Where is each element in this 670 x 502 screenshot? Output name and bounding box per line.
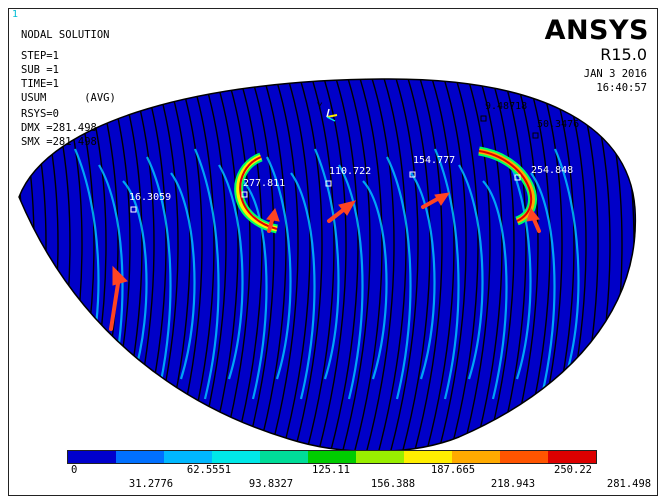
- legend-band-3: [164, 451, 212, 463]
- legend-band-9: [452, 451, 500, 463]
- legend-band-5: [260, 451, 308, 463]
- version-label: R15.0: [600, 45, 647, 64]
- arrow-markers: [109, 192, 541, 331]
- legend-tick-top-4: 187.665: [430, 464, 476, 476]
- legend-band-6: [308, 451, 356, 463]
- legend-band-2: [116, 451, 164, 463]
- dmx-text: DMX =281.498: [21, 122, 97, 134]
- solution-title: NODAL SOLUTION: [21, 29, 110, 41]
- sub-text: SUB =1: [21, 64, 59, 76]
- date-stamp: JAN 3 2016: [583, 68, 647, 80]
- legend-band-10: [500, 451, 548, 463]
- legend-tick-bottom-4: 218.943: [490, 478, 536, 490]
- legend-tick-bottom-3: 156.388: [370, 478, 416, 490]
- legend-tick-top-2: 62.5551: [186, 464, 232, 476]
- legend-tick-bottom-5: 281.498: [606, 478, 652, 490]
- coordinate-triad: Y: [317, 102, 338, 122]
- usum-text: USUM (AVG): [21, 92, 116, 104]
- legend-tick-bottom-2: 93.8327: [248, 478, 294, 490]
- smx-text: SMX =281.498: [21, 136, 97, 148]
- legend-tick-top-1: 0: [71, 464, 78, 476]
- legend-band-11: [548, 451, 596, 463]
- legend-tick-top-3: 125.11: [312, 464, 350, 476]
- triad-y-label: Y: [317, 102, 323, 112]
- time-text: TIME=1: [21, 78, 59, 90]
- node-markers: [130, 115, 539, 213]
- deformed-shape-model[interactable]: Y: [9, 9, 657, 495]
- result-label-2: 277.811: [243, 178, 286, 189]
- legend-band-4: [212, 451, 260, 463]
- ansys-logo: ANSYS: [544, 15, 649, 46]
- hotspot-right: [478, 146, 537, 226]
- result-label-6: 9.48718: [485, 101, 528, 112]
- result-label-4: 154.777: [413, 155, 456, 166]
- legend-band-8: [404, 451, 452, 463]
- result-label-1: 16.3059: [129, 192, 172, 203]
- rsys-text: RSYS=0: [21, 108, 59, 120]
- legend-band-7: [356, 451, 404, 463]
- step-text: STEP=1: [21, 50, 59, 62]
- legend-tick-top-5: 250.22: [554, 464, 592, 476]
- shell-surface: [19, 79, 636, 452]
- hotspot-left: [234, 152, 279, 234]
- result-label-3: 110.722: [329, 166, 372, 177]
- result-label-5: 254.848: [531, 165, 574, 176]
- legend-tick-bottom-1: 31.2776: [128, 478, 174, 490]
- result-label-7: 50.3476: [537, 119, 580, 130]
- window-number: 1: [12, 9, 19, 20]
- contour-legend-bar: [67, 450, 597, 464]
- graphics-window[interactable]: 1: [8, 8, 658, 496]
- time-stamp: 16:40:57: [596, 82, 647, 94]
- legend-band-1: [68, 451, 116, 463]
